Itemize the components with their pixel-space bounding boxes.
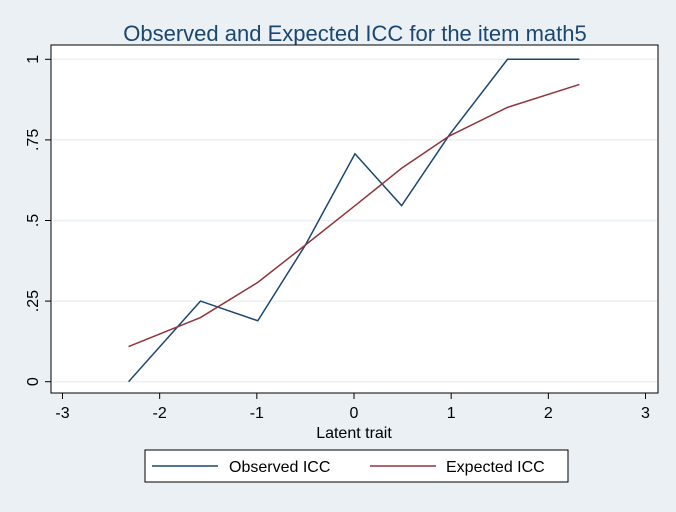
x-tick-label: -1 — [250, 405, 264, 422]
x-tick-label: -3 — [55, 405, 69, 422]
y-tick-label: .25 — [25, 290, 42, 312]
legend: Observed ICC Expected ICC — [145, 450, 568, 482]
y-tick-label: .5 — [25, 214, 42, 227]
x-tick-label: 3 — [641, 405, 650, 422]
x-tick-label: 0 — [350, 405, 359, 422]
x-tick-label: 2 — [544, 405, 553, 422]
legend-label-expected: Expected ICC — [446, 459, 545, 476]
legend-label-observed: Observed ICC — [229, 459, 330, 476]
y-tick-label: 1 — [25, 55, 42, 64]
x-tick-label: -2 — [153, 405, 167, 422]
y-tick-label: .75 — [25, 129, 42, 151]
y-tick-label: 0 — [25, 377, 42, 386]
x-axis-label: Latent trait — [316, 425, 392, 442]
chart-title: Observed and Expected ICC for the item m… — [123, 21, 586, 46]
x-tick-label: 1 — [447, 405, 456, 422]
